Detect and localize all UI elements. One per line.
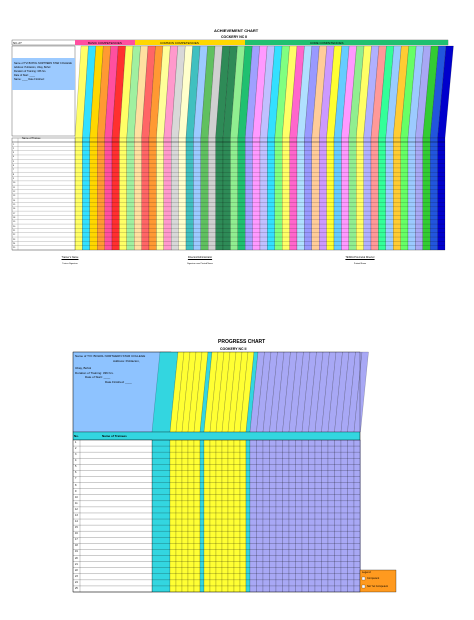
info-line: Date of Start: ____ bbox=[14, 74, 35, 77]
legend-competent: Competent bbox=[367, 577, 380, 580]
signature-sub: Printed Name bbox=[353, 263, 367, 265]
progress-row-number: 14 bbox=[75, 520, 78, 524]
achievement-row-number: 13 bbox=[13, 195, 16, 198]
progress-row-number: 16 bbox=[75, 532, 78, 536]
achievement-row-number: 1 bbox=[13, 143, 15, 146]
progress-subtitle: COOKERY NC II bbox=[220, 347, 247, 351]
achievement-row-number: 7 bbox=[13, 169, 15, 172]
progress-row-number: 21 bbox=[75, 562, 78, 566]
progress-row-number: 8 bbox=[75, 483, 77, 487]
progress-title: PROGRESS CHART bbox=[218, 339, 266, 345]
info-line: Duration of Training: 336 hrs. bbox=[14, 70, 47, 73]
legend-swatch-not-yet bbox=[361, 584, 366, 589]
info-line: Address: Poblacion, bbox=[113, 358, 140, 363]
achievement-row-number: 11 bbox=[13, 186, 16, 189]
info-line: Name of TVI BOHOL NORTHERN STAR COLLEGE bbox=[14, 62, 72, 65]
progress-row-number: 22 bbox=[75, 568, 78, 572]
achievement-row-number: 14 bbox=[13, 199, 16, 202]
achievement-row-number: 24 bbox=[13, 242, 16, 245]
progress-row-number: 13 bbox=[75, 513, 78, 517]
progress-row-number: 3 bbox=[75, 453, 77, 457]
signature-block: Director/Administrator Signature over Pr… bbox=[165, 256, 235, 266]
progress-row-number: 5 bbox=[75, 465, 77, 469]
achievement-row-number: 22 bbox=[13, 234, 16, 237]
progress-row-number: 7 bbox=[75, 477, 77, 481]
achievement-row-number: 10 bbox=[13, 182, 16, 185]
achievement-row-number: 12 bbox=[13, 191, 16, 194]
achievement-row-number: 21 bbox=[13, 229, 16, 232]
achievement-row-number: 8 bbox=[13, 173, 15, 176]
info-line: Duration of Training: 336 hrs. bbox=[75, 370, 114, 375]
achievement-row-number: 9 bbox=[13, 178, 15, 181]
info-line: Name of TVI: BOHOL NORTHERN STAR COLLEGE bbox=[75, 354, 146, 358]
progress-info: Name of TVI: BOHOL NORTHERN STAR COLLEGE… bbox=[75, 354, 145, 384]
achievement-info: Name of TVI BOHOL NORTHERN STAR COLLEGE … bbox=[14, 62, 72, 82]
legend-swatch-competent bbox=[361, 576, 366, 581]
signature-label: TESDA Provincial Director bbox=[345, 256, 375, 259]
signature-label: Director/Administrator bbox=[187, 256, 213, 259]
progress-row-number: 12 bbox=[75, 507, 78, 511]
info-line: Date Finished: ____ bbox=[105, 379, 132, 384]
progress-row-number: 10 bbox=[75, 495, 78, 499]
info-line: Date of Start: ____ bbox=[85, 375, 111, 379]
legend-not-yet: Not Yet Competent bbox=[367, 585, 388, 588]
achievement-row-number: 4 bbox=[13, 156, 15, 159]
achievement-row-number: 20 bbox=[13, 225, 16, 228]
progress-row-number: 25 bbox=[75, 586, 78, 590]
achievement-row-number: 17 bbox=[13, 212, 16, 215]
info-line: Name: ____ Date Finished: bbox=[14, 78, 45, 81]
info-line: Ubay, Bohol bbox=[75, 366, 92, 370]
achievement-title: ACHIEVEMENT CHART bbox=[214, 28, 259, 33]
progress-row-number: 15 bbox=[75, 526, 78, 530]
achievement-row-number: 5 bbox=[13, 160, 15, 163]
achievement-row-number: 2 bbox=[13, 147, 15, 150]
core-competencies-label: CORE COMPETENCIES bbox=[310, 41, 344, 45]
achievement-row-number: 15 bbox=[13, 203, 16, 206]
progress-row-number: 4 bbox=[75, 459, 77, 463]
progress-row-number: 2 bbox=[75, 447, 77, 451]
progress-row-number: 11 bbox=[75, 501, 78, 505]
signature-sub: Signature over Printed Name bbox=[187, 263, 213, 265]
info-line: Address: Poblacion, Ubay, Bohol bbox=[14, 66, 51, 69]
progress-row-number: 9 bbox=[75, 489, 77, 493]
common-competencies-label: COMMON COMPETENCIES bbox=[160, 41, 199, 45]
signature-block: TESDA Provincial Director Printed Name bbox=[320, 256, 400, 266]
progress-row-number: 6 bbox=[75, 471, 77, 475]
progress-no-header: No. bbox=[74, 434, 79, 438]
legend-title: Legend: bbox=[362, 571, 372, 574]
achievement-row-number: 18 bbox=[13, 216, 16, 219]
achievement-name-header: Name of Trainee bbox=[22, 137, 41, 140]
progress-row-number: 20 bbox=[75, 556, 78, 560]
achievement-row-number: 19 bbox=[13, 221, 16, 224]
basic-competencies-label: BASIC COMPETENCIES bbox=[88, 41, 122, 45]
achievement-row-number: 16 bbox=[13, 208, 16, 211]
progress-row-number: 24 bbox=[75, 580, 78, 584]
achievement-row-number: 25 bbox=[13, 247, 16, 250]
progress-row-number: 23 bbox=[75, 574, 78, 578]
achievement-corner-label: NC-2? bbox=[13, 41, 22, 45]
signature-sub: Trainer Signature bbox=[62, 263, 78, 265]
progress-name-header: Name of Trainees bbox=[102, 434, 127, 438]
signature-label: Trainer's Name bbox=[61, 256, 79, 259]
achievement-subtitle: COCKERY NC II bbox=[221, 35, 248, 39]
achievement-row-number: 6 bbox=[13, 165, 15, 168]
progress-row-number: 1 bbox=[75, 441, 77, 444]
progress-row-number: 19 bbox=[75, 550, 78, 554]
progress-row-number: 18 bbox=[75, 544, 78, 548]
achievement-row-number: 3 bbox=[13, 152, 15, 155]
signature-block: Trainer's Name Trainer Signature bbox=[40, 256, 100, 266]
achievement-row-number: 23 bbox=[13, 238, 16, 241]
progress-row-number: 17 bbox=[75, 538, 78, 542]
